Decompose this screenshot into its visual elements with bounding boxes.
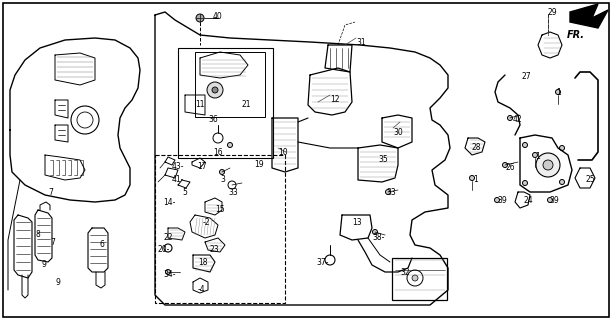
Circle shape: [523, 142, 528, 148]
Circle shape: [559, 180, 564, 185]
Text: -2: -2: [203, 218, 211, 227]
Circle shape: [165, 269, 171, 275]
Text: 1: 1: [556, 88, 561, 97]
Text: 42: 42: [513, 115, 523, 124]
Text: 30: 30: [393, 128, 403, 137]
Circle shape: [469, 175, 474, 180]
Circle shape: [559, 146, 564, 150]
Text: -4: -4: [198, 285, 206, 294]
Circle shape: [536, 153, 560, 177]
Text: 19: 19: [254, 160, 264, 169]
Bar: [195, 52, 265, 117]
Text: 26: 26: [506, 163, 516, 172]
Text: 25: 25: [585, 175, 595, 184]
Text: 7: 7: [48, 188, 53, 197]
Text: 36: 36: [208, 115, 218, 124]
Text: 11: 11: [195, 100, 204, 109]
Text: 1: 1: [473, 175, 478, 184]
Text: 28: 28: [472, 143, 482, 152]
Text: 14-: 14-: [163, 198, 176, 207]
Polygon shape: [570, 4, 608, 28]
Text: 39: 39: [549, 196, 559, 205]
Text: 41-: 41-: [172, 175, 184, 184]
Text: 27: 27: [522, 72, 532, 81]
Text: 33: 33: [386, 188, 396, 197]
Circle shape: [556, 90, 561, 94]
Text: 9: 9: [42, 260, 47, 269]
Text: 34-: 34-: [163, 270, 176, 279]
Text: 17: 17: [197, 162, 207, 171]
Text: 12: 12: [330, 95, 340, 104]
Text: 31: 31: [356, 38, 365, 47]
Circle shape: [373, 229, 378, 235]
Text: 22: 22: [163, 233, 173, 242]
Text: 5: 5: [182, 188, 187, 197]
Circle shape: [220, 170, 225, 174]
Circle shape: [228, 142, 233, 148]
Text: 38-: 38-: [372, 233, 384, 242]
Text: 29: 29: [548, 8, 558, 17]
Circle shape: [412, 275, 418, 281]
Bar: [178, 48, 273, 158]
Text: 33: 33: [228, 188, 237, 197]
Bar: [155, 155, 285, 303]
Text: 3: 3: [220, 175, 225, 184]
Circle shape: [386, 189, 390, 195]
Circle shape: [196, 14, 204, 22]
Text: 10: 10: [278, 148, 288, 157]
Text: FR.: FR.: [567, 30, 585, 40]
Text: 24: 24: [523, 196, 532, 205]
Text: 23: 23: [210, 245, 220, 254]
Text: 40: 40: [213, 12, 223, 21]
Text: 32: 32: [400, 268, 409, 277]
Circle shape: [543, 160, 553, 170]
Text: 6: 6: [100, 240, 105, 249]
Text: 13: 13: [352, 218, 362, 227]
Text: 21: 21: [242, 100, 252, 109]
Text: 35: 35: [378, 155, 388, 164]
Circle shape: [502, 163, 507, 167]
Text: 1: 1: [535, 152, 540, 161]
Text: 18: 18: [198, 258, 207, 267]
Circle shape: [494, 197, 499, 203]
Circle shape: [507, 116, 512, 121]
Text: 16: 16: [213, 148, 223, 157]
Text: 39: 39: [497, 196, 507, 205]
Circle shape: [207, 82, 223, 98]
Text: 15: 15: [215, 205, 225, 214]
Circle shape: [212, 87, 218, 93]
Text: 37-: 37-: [316, 258, 329, 267]
Text: 8: 8: [35, 230, 40, 239]
Circle shape: [523, 180, 528, 186]
Circle shape: [548, 197, 553, 203]
Circle shape: [532, 153, 537, 157]
Bar: [392, 258, 447, 300]
Text: 43-: 43-: [172, 162, 184, 171]
Text: 7: 7: [50, 238, 55, 247]
Text: 20-: 20-: [158, 245, 170, 254]
Text: 9: 9: [55, 278, 60, 287]
